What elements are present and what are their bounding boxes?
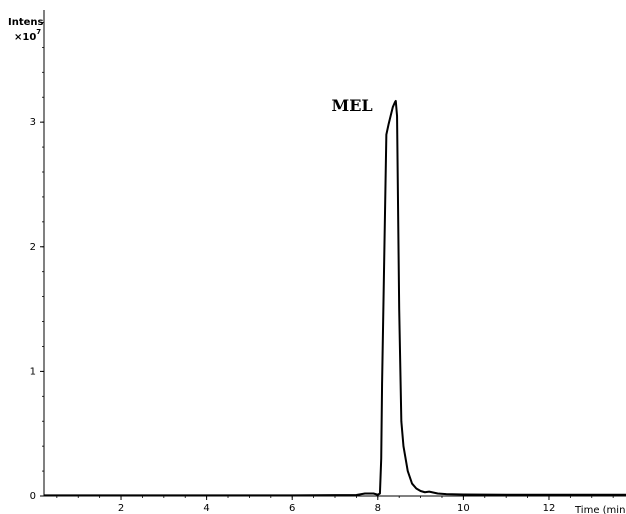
x-tick-label: 4 bbox=[203, 503, 209, 514]
y-ticks: 0 1 2 3 bbox=[30, 117, 44, 502]
x-tick-label: 8 bbox=[375, 503, 381, 514]
peak-label: MEL bbox=[332, 96, 373, 115]
x-tick-label: 12 bbox=[543, 503, 556, 514]
y-axis-label: Intens bbox=[8, 17, 44, 28]
series-line bbox=[44, 99, 626, 497]
y-axis-unit-exponent: 7 bbox=[36, 28, 41, 36]
y-tick-label: 2 bbox=[30, 242, 36, 253]
y-axis-unit: ×107 bbox=[14, 28, 41, 43]
y-tick-label: 1 bbox=[30, 366, 36, 377]
x-ticks: 2 4 6 8 10 12 bbox=[118, 496, 555, 514]
x-tick-label: 2 bbox=[118, 503, 124, 514]
minor-ticks bbox=[42, 22, 614, 498]
x-tick-label: 6 bbox=[289, 503, 295, 514]
y-tick-label: 3 bbox=[30, 117, 36, 128]
y-tick-label: 0 bbox=[30, 491, 36, 502]
x-axis-label: Time (min) bbox=[574, 505, 626, 514]
x-tick-label: 10 bbox=[457, 503, 470, 514]
